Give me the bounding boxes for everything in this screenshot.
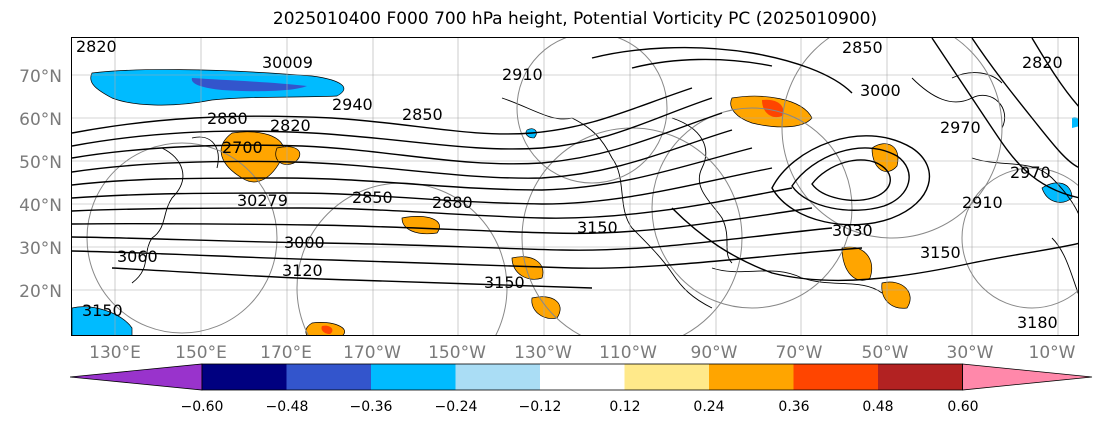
colorbar-extend-max bbox=[962, 363, 1093, 391]
contour-label: 3000 bbox=[284, 233, 325, 252]
lat-label-60n: 60°N bbox=[19, 110, 62, 130]
pv-shading bbox=[72, 69, 1078, 335]
contour-label: 2880 bbox=[207, 109, 248, 128]
colorbar-tick: −0.48 bbox=[265, 399, 309, 415]
colorbar-tick: −0.24 bbox=[434, 399, 478, 415]
contour-label: 3150 bbox=[920, 243, 961, 262]
colorbar-segment bbox=[455, 364, 540, 390]
contour-label: 30009 bbox=[262, 53, 313, 72]
contour-label: 3150 bbox=[82, 301, 123, 320]
contour-label: 2820 bbox=[270, 116, 311, 135]
lon-label-150e: 150°E bbox=[175, 343, 227, 363]
lon-label-90w: 90°W bbox=[690, 343, 738, 363]
lon-label-170e: 170°E bbox=[260, 343, 312, 363]
colorbar-tick: 0.24 bbox=[693, 399, 725, 415]
map-title: 2025010400 F000 700 hPa height, Potentia… bbox=[272, 9, 878, 29]
contour-label: 2910 bbox=[502, 65, 543, 84]
contour-label: 2850 bbox=[402, 105, 443, 124]
contour-label: 3180 bbox=[1017, 313, 1058, 332]
colorbar-extend-min bbox=[70, 363, 203, 391]
lat-label-40n: 40°N bbox=[19, 196, 62, 216]
contour-label: 2820 bbox=[76, 38, 117, 56]
lon-label-70w: 70°W bbox=[775, 343, 823, 363]
colorbar-tick: −0.36 bbox=[349, 399, 393, 415]
contour-label: 2970 bbox=[940, 118, 981, 137]
colorbar-tick: 0.36 bbox=[778, 399, 810, 415]
contour-label: 2850 bbox=[842, 38, 883, 57]
map-panel: 2820 2880 2820 2940 2850 30009 2910 2850… bbox=[71, 37, 1079, 336]
contour-label: 30279 bbox=[237, 191, 288, 210]
colorbar-tick: −0.60 bbox=[180, 399, 224, 415]
contour-label: 3030 bbox=[832, 221, 873, 240]
graticule bbox=[72, 38, 1078, 335]
lat-label-70n: 70°N bbox=[19, 67, 62, 87]
contour-label: 3150 bbox=[577, 218, 618, 237]
lon-label-30w: 30°W bbox=[946, 343, 994, 363]
lat-label-30n: 30°N bbox=[19, 239, 62, 259]
contour-label: 2700 bbox=[222, 138, 263, 157]
colorbar-segment bbox=[202, 364, 287, 390]
lon-label-170w: 170°W bbox=[343, 343, 401, 363]
colorbar bbox=[70, 363, 1093, 391]
lon-label-130w: 130°W bbox=[514, 343, 572, 363]
contour-label: 2940 bbox=[332, 95, 373, 114]
colorbar-tick: 0.60 bbox=[947, 399, 979, 415]
colorbar-tick: 0.12 bbox=[609, 399, 641, 415]
contour-label: 3000 bbox=[860, 81, 901, 100]
colorbar-tick: −0.12 bbox=[518, 399, 562, 415]
lon-label-10w: 10°W bbox=[1028, 343, 1076, 363]
colorbar-segment bbox=[878, 364, 963, 390]
lat-label-20n: 20°N bbox=[19, 282, 62, 302]
lon-label-110w: 110°W bbox=[599, 343, 657, 363]
height-contours bbox=[72, 38, 1078, 289]
contour-label: 3150 bbox=[484, 273, 525, 292]
contour-label: 2910 bbox=[962, 193, 1003, 212]
lat-label-50n: 50°N bbox=[19, 153, 62, 173]
colorbar-segment bbox=[286, 364, 371, 390]
colorbar-segment bbox=[371, 364, 456, 390]
contour-label: 2850 bbox=[352, 188, 393, 207]
lon-label-130e: 130°E bbox=[89, 343, 141, 363]
contour-label: 2970 bbox=[1010, 163, 1051, 182]
colorbar-tick: 0.48 bbox=[862, 399, 894, 415]
contour-label: 3060 bbox=[117, 247, 158, 266]
colorbar-segment bbox=[793, 364, 878, 390]
colorbar-segment bbox=[624, 364, 709, 390]
contour-labels: 2820 2880 2820 2940 2850 30009 2910 2850… bbox=[76, 38, 1063, 332]
map-canvas: 2820 2880 2820 2940 2850 30009 2910 2850… bbox=[72, 38, 1078, 335]
contour-label: 3120 bbox=[282, 261, 323, 280]
lon-label-150w: 150°W bbox=[428, 343, 486, 363]
lon-label-50w: 50°W bbox=[861, 343, 909, 363]
contour-label: 2820 bbox=[1022, 53, 1063, 72]
contour-label: 2880 bbox=[432, 193, 473, 212]
colorbar-segment bbox=[540, 364, 625, 390]
colorbar-segment bbox=[709, 364, 794, 390]
